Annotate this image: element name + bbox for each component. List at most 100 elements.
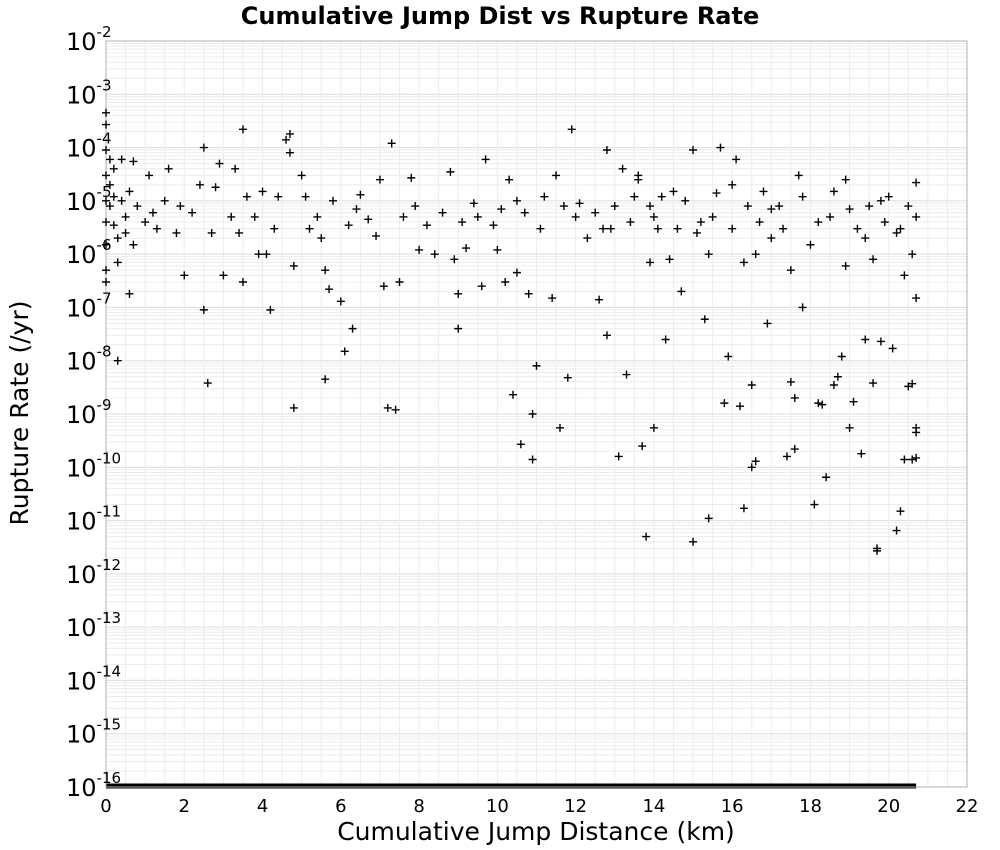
data-point bbox=[763, 319, 772, 328]
data-point bbox=[880, 218, 889, 227]
data-point bbox=[195, 180, 204, 189]
data-point bbox=[857, 449, 866, 458]
data-point bbox=[422, 221, 431, 230]
data-point bbox=[129, 240, 138, 249]
x-tick-label: 20 bbox=[877, 796, 900, 817]
data-point bbox=[446, 167, 455, 176]
data-point bbox=[900, 455, 909, 464]
data-point bbox=[563, 373, 572, 382]
data-point bbox=[297, 171, 306, 180]
data-point bbox=[356, 190, 365, 199]
data-point bbox=[407, 173, 416, 182]
data-point bbox=[148, 208, 157, 217]
y-tick-exponent: -13 bbox=[97, 609, 122, 627]
data-point bbox=[665, 255, 674, 264]
data-point bbox=[849, 397, 858, 406]
data-point bbox=[583, 234, 592, 243]
data-point bbox=[411, 202, 420, 211]
data-point bbox=[724, 352, 733, 361]
x-tick-label: 4 bbox=[257, 796, 268, 817]
data-point bbox=[782, 452, 791, 461]
y-tick-base: 10 bbox=[66, 508, 97, 536]
x-tick-label: 18 bbox=[799, 796, 822, 817]
y-tick-label: 10-14 bbox=[66, 662, 121, 695]
data-point bbox=[908, 455, 917, 464]
data-point bbox=[152, 224, 161, 233]
data-point bbox=[618, 164, 627, 173]
data-point bbox=[728, 180, 737, 189]
data-point bbox=[203, 379, 212, 388]
data-point bbox=[489, 221, 498, 230]
y-tick-label: 10-5 bbox=[66, 183, 112, 216]
data-point bbox=[505, 175, 514, 184]
data-point bbox=[759, 187, 768, 196]
data-point bbox=[732, 155, 741, 164]
data-point bbox=[305, 224, 314, 233]
data-point bbox=[876, 337, 885, 346]
data-point bbox=[133, 202, 142, 211]
data-point bbox=[755, 218, 764, 227]
data-point bbox=[681, 196, 690, 205]
x-tick-label: 8 bbox=[413, 796, 424, 817]
data-point bbox=[540, 192, 549, 201]
data-point bbox=[102, 120, 110, 129]
data-point bbox=[591, 208, 600, 217]
data-point bbox=[207, 228, 216, 237]
data-point bbox=[219, 271, 228, 280]
y-tick-exponent: -4 bbox=[97, 130, 112, 148]
x-tick-label: 22 bbox=[956, 796, 979, 817]
y-tick-exponent: -12 bbox=[97, 556, 122, 574]
data-point bbox=[653, 224, 662, 233]
data-point bbox=[328, 196, 337, 205]
data-point bbox=[285, 148, 294, 157]
data-point bbox=[524, 289, 533, 298]
y-tick-base: 10 bbox=[66, 188, 97, 216]
data-point bbox=[900, 271, 909, 280]
data-point bbox=[379, 282, 388, 291]
y-tick-label: 10-15 bbox=[66, 716, 121, 749]
data-point bbox=[352, 205, 361, 214]
data-point bbox=[262, 250, 271, 259]
data-point bbox=[105, 202, 114, 211]
data-point bbox=[141, 218, 150, 227]
data-point bbox=[512, 196, 521, 205]
data-point bbox=[105, 155, 114, 164]
data-point bbox=[818, 400, 827, 409]
y-tick-exponent: -3 bbox=[97, 76, 112, 94]
data-point bbox=[113, 234, 122, 243]
data-point bbox=[395, 278, 404, 287]
data-point bbox=[102, 240, 110, 249]
data-point bbox=[767, 205, 776, 214]
y-tick-base: 10 bbox=[66, 614, 97, 642]
data-point bbox=[790, 445, 799, 454]
data-point bbox=[199, 305, 208, 314]
data-point bbox=[912, 212, 921, 221]
data-point bbox=[622, 370, 631, 379]
data-point bbox=[912, 178, 921, 187]
data-point bbox=[102, 278, 110, 287]
data-point bbox=[841, 261, 850, 270]
data-point bbox=[798, 192, 807, 201]
data-point bbox=[383, 403, 392, 412]
data-point bbox=[888, 344, 897, 353]
data-point bbox=[814, 218, 823, 227]
data-point bbox=[301, 192, 310, 201]
data-point bbox=[614, 452, 623, 461]
data-point bbox=[364, 215, 373, 224]
data-point bbox=[751, 250, 760, 259]
data-point bbox=[512, 268, 521, 277]
data-point bbox=[199, 143, 208, 152]
data-point bbox=[188, 208, 197, 217]
data-point bbox=[798, 303, 807, 312]
data-point bbox=[117, 196, 126, 205]
data-point bbox=[528, 455, 537, 464]
data-point bbox=[215, 159, 224, 168]
data-point bbox=[692, 228, 701, 237]
data-point bbox=[626, 218, 635, 227]
data-point bbox=[254, 250, 263, 259]
data-point bbox=[841, 175, 850, 184]
data-point bbox=[501, 278, 510, 287]
data-point bbox=[313, 212, 322, 221]
data-point bbox=[121, 212, 130, 221]
data-point bbox=[102, 108, 110, 117]
